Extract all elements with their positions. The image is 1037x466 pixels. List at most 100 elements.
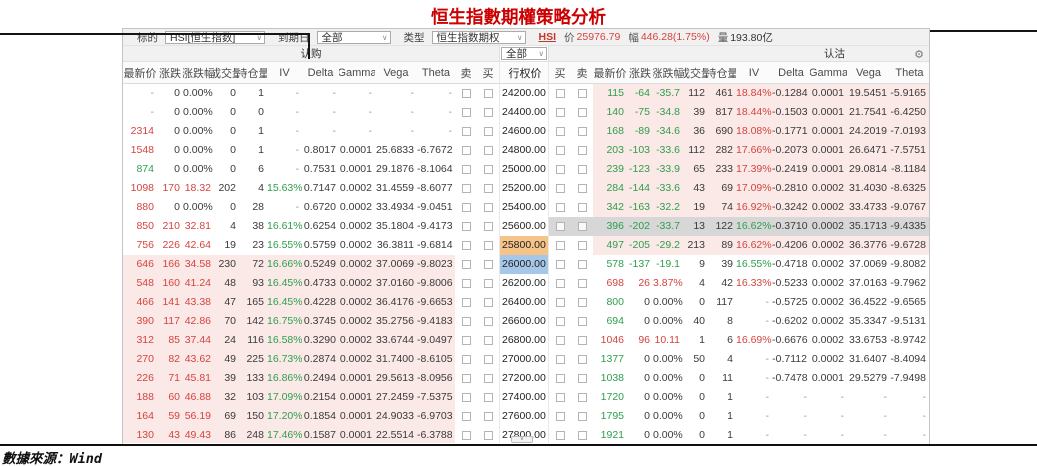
strike-cell[interactable]: 25000.00 (499, 160, 549, 179)
strike-cell[interactable]: 25600.00 (499, 217, 549, 236)
call-sell-checkbox[interactable] (461, 374, 471, 383)
call-buy-checkbox[interactable] (483, 260, 493, 269)
put-buy-checkbox[interactable] (555, 165, 565, 174)
put-sell-checkbox[interactable] (577, 127, 587, 136)
call-buy-checkbox[interactable] (483, 412, 493, 421)
strike-cell[interactable]: 25200.00 (499, 179, 549, 198)
strike-cell[interactable]: 26400.00 (499, 293, 549, 312)
call-sell-checkbox[interactable] (461, 355, 471, 364)
call-buy-checkbox[interactable] (483, 298, 493, 307)
put-buy-checkbox[interactable] (555, 279, 565, 288)
call-buy-checkbox[interactable] (483, 241, 493, 250)
put-sell-checkbox[interactable] (577, 184, 587, 193)
call-buy-checkbox[interactable] (483, 127, 493, 136)
hsi-symbol-link[interactable]: HSI (538, 31, 557, 43)
put-buy-checkbox[interactable] (555, 203, 565, 212)
strike-cell[interactable]: 24200.00 (499, 84, 549, 103)
call-sell-checkbox[interactable] (461, 317, 471, 326)
put-buy-checkbox[interactable] (555, 260, 565, 269)
strike-cell[interactable]: 24800.00 (499, 141, 549, 160)
type-dropdown[interactable]: 恒生指数期权 ∨ (431, 30, 526, 44)
strike-cell[interactable]: 27200.00 (499, 369, 549, 388)
strike-cell[interactable]: 27400.00 (499, 388, 549, 407)
put-sell-checkbox[interactable] (577, 279, 587, 288)
call-sell-checkbox[interactable] (461, 165, 471, 174)
strike-cell[interactable]: 26000.00 (499, 255, 549, 274)
call-sell-checkbox[interactable] (461, 298, 471, 307)
call-sell-checkbox[interactable] (461, 146, 471, 155)
call-buy-checkbox[interactable] (483, 431, 493, 440)
put-buy-checkbox[interactable] (555, 89, 565, 98)
put-sell-checkbox[interactable] (577, 355, 587, 364)
put-sell-checkbox[interactable] (577, 89, 587, 98)
call-buy-checkbox[interactable] (483, 108, 493, 117)
strike-cell[interactable]: 26200.00 (499, 274, 549, 293)
call-sell-checkbox[interactable] (461, 203, 471, 212)
put-buy-checkbox[interactable] (555, 241, 565, 250)
settings-gear-icon[interactable]: ⚙ (914, 48, 924, 61)
put-sell-checkbox[interactable] (577, 260, 587, 269)
strike-cell[interactable]: 26800.00 (499, 331, 549, 350)
call-sell-checkbox[interactable] (461, 260, 471, 269)
strike-cell[interactable]: 27600.00 (499, 407, 549, 426)
call-sell-checkbox[interactable] (461, 241, 471, 250)
put-sell-checkbox[interactable] (577, 241, 587, 250)
expiry-dropdown[interactable]: 全部 ∨ (316, 30, 391, 44)
call-buy-checkbox[interactable] (483, 165, 493, 174)
put-sell-checkbox[interactable] (577, 393, 587, 402)
put-sell-checkbox[interactable] (577, 146, 587, 155)
put-sell-checkbox[interactable] (577, 222, 587, 231)
put-buy-checkbox[interactable] (555, 298, 565, 307)
call-sell-checkbox[interactable] (461, 108, 471, 117)
put-buy-checkbox[interactable] (555, 108, 565, 117)
call-buy-checkbox[interactable] (483, 317, 493, 326)
strike-cell[interactable]: 24600.00 (499, 122, 549, 141)
put-buy-checkbox[interactable] (555, 393, 565, 402)
call-sell-checkbox[interactable] (461, 127, 471, 136)
put-sell-checkbox[interactable] (577, 336, 587, 345)
call-buy-checkbox[interactable] (483, 203, 493, 212)
put-buy-checkbox[interactable] (555, 317, 565, 326)
call-buy-checkbox[interactable] (483, 355, 493, 364)
put-sell-checkbox[interactable] (577, 431, 587, 440)
call-sell-checkbox[interactable] (461, 89, 471, 98)
strike-cell[interactable]: 25400.00 (499, 198, 549, 217)
strike-cell[interactable]: 25800.00 (499, 236, 549, 255)
call-buy-checkbox[interactable] (483, 374, 493, 383)
call-sell-checkbox[interactable] (461, 431, 471, 440)
put-sell-checkbox[interactable] (577, 108, 587, 117)
strike-cell[interactable]: 26600.00 (499, 312, 549, 331)
call-buy-checkbox[interactable] (483, 89, 493, 98)
call-buy-checkbox[interactable] (483, 279, 493, 288)
put-sell-checkbox[interactable] (577, 317, 587, 326)
call-sell-checkbox[interactable] (461, 336, 471, 345)
call-buy-checkbox[interactable] (483, 336, 493, 345)
put-buy-checkbox[interactable] (555, 431, 565, 440)
put-buy-checkbox[interactable] (555, 222, 565, 231)
put-buy-checkbox[interactable] (555, 374, 565, 383)
call-buy-checkbox[interactable] (483, 393, 493, 402)
put-buy-checkbox[interactable] (555, 146, 565, 155)
strike-filter-dropdown[interactable]: 全部 ∨ (501, 47, 547, 60)
put-buy-checkbox[interactable] (555, 336, 565, 345)
put-buy-checkbox[interactable] (555, 127, 565, 136)
call-sell-checkbox[interactable] (461, 279, 471, 288)
call-buy-checkbox[interactable] (483, 184, 493, 193)
call-sell-checkbox[interactable] (461, 412, 471, 421)
put-buy-checkbox[interactable] (555, 184, 565, 193)
put-sell-checkbox[interactable] (577, 374, 587, 383)
call-sell-checkbox[interactable] (461, 184, 471, 193)
put-sell-checkbox[interactable] (577, 412, 587, 421)
put-buy-checkbox[interactable] (555, 355, 565, 364)
put-sell-checkbox[interactable] (577, 298, 587, 307)
put-sell-checkbox[interactable] (577, 165, 587, 174)
call-buy-checkbox[interactable] (483, 146, 493, 155)
strike-column-scroll-nub[interactable]: ∨ (511, 436, 533, 443)
call-sell-checkbox[interactable] (461, 222, 471, 231)
strike-cell[interactable]: 27000.00 (499, 350, 549, 369)
put-buy-checkbox[interactable] (555, 412, 565, 421)
strike-cell[interactable]: 24400.00 (499, 103, 549, 122)
call-buy-checkbox[interactable] (483, 222, 493, 231)
call-sell-checkbox[interactable] (461, 393, 471, 402)
put-sell-checkbox[interactable] (577, 203, 587, 212)
